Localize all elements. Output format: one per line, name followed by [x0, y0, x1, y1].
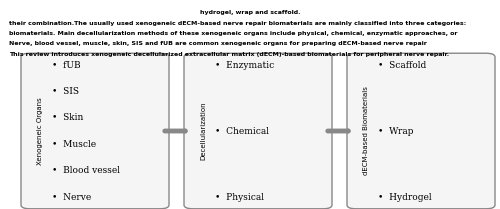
Text: Decellularization: Decellularization — [200, 102, 206, 160]
FancyBboxPatch shape — [184, 53, 332, 209]
FancyBboxPatch shape — [347, 53, 495, 209]
Text: •  Muscle: • Muscle — [52, 140, 96, 149]
Text: •  Nerve: • Nerve — [52, 192, 91, 201]
Text: •  fUB: • fUB — [52, 60, 80, 70]
Text: Xenogeneic Organs: Xenogeneic Organs — [37, 97, 43, 165]
Text: •  Chemical: • Chemical — [215, 126, 269, 135]
Text: •  Enzymatic: • Enzymatic — [215, 60, 274, 70]
Text: •  Scaffold: • Scaffold — [378, 60, 426, 70]
Text: •  Hydrogel: • Hydrogel — [378, 192, 432, 201]
Text: their combination.The usually used xenogeneic dECM-based nerve repair biomateria: their combination.The usually used xenog… — [9, 20, 466, 25]
Text: hydrogel, wrap and scaffold.: hydrogel, wrap and scaffold. — [200, 10, 300, 15]
Text: biomaterials. Main decellularization methods of these xenogeneic organs include : biomaterials. Main decellularization met… — [9, 31, 458, 36]
Text: •  Physical: • Physical — [215, 192, 264, 201]
Text: Nerve, blood vessel, muscle, skin, SIS and fUB are common xenogeneic organs for : Nerve, blood vessel, muscle, skin, SIS a… — [9, 42, 427, 46]
Text: •  SIS: • SIS — [52, 87, 79, 96]
Text: This review introduces xenogeneic decellularized extracellular matrix (dECM)-bas: This review introduces xenogeneic decell… — [9, 52, 449, 57]
Text: •  Skin: • Skin — [52, 113, 84, 122]
FancyBboxPatch shape — [21, 53, 169, 209]
Text: •  Blood vessel: • Blood vessel — [52, 166, 120, 175]
Text: dECM-based Biomaterials: dECM-based Biomaterials — [363, 87, 369, 175]
Text: •  Wrap: • Wrap — [378, 126, 414, 135]
